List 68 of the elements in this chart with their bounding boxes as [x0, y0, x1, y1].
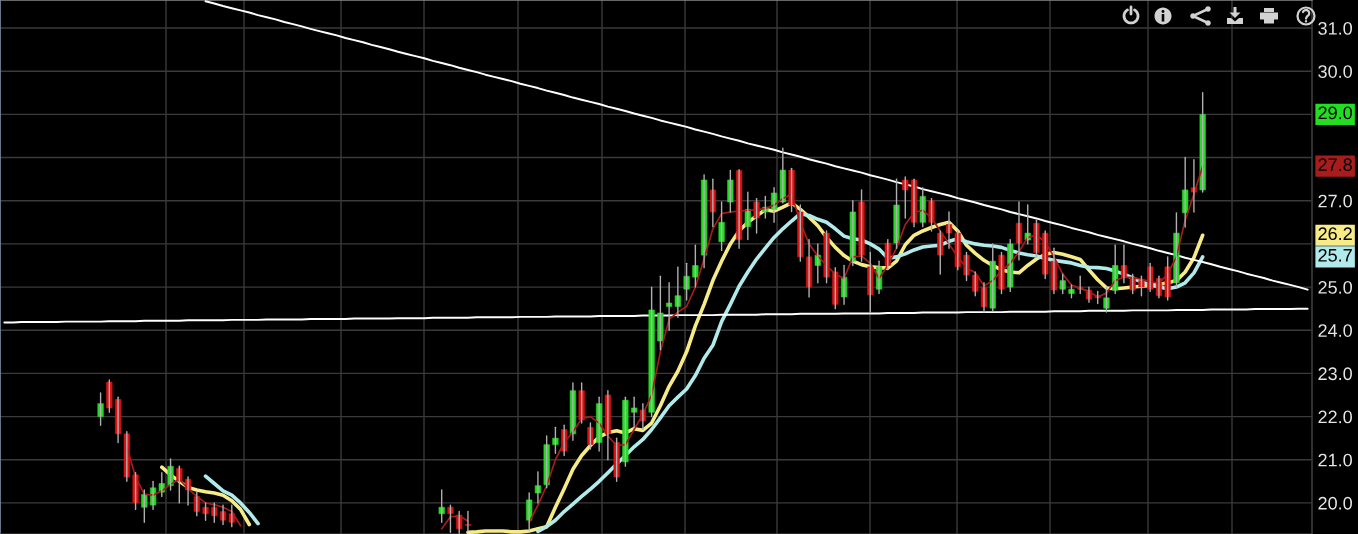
candlestick — [1059, 273, 1066, 295]
candlestick — [1007, 238, 1014, 293]
candlestick — [858, 189, 865, 262]
candlestick — [631, 396, 638, 429]
line-series — [204, 0, 1309, 291]
y-tick-label: 21.0 — [1318, 453, 1352, 467]
y-tick-label: 23.0 — [1318, 367, 1352, 381]
y-tick-label: 22.0 — [1318, 410, 1352, 424]
candlestick — [447, 504, 454, 533]
candlestick — [132, 472, 139, 511]
candlestick — [193, 491, 200, 517]
candlestick — [543, 435, 550, 489]
candlestick — [832, 266, 839, 310]
candlestick — [683, 262, 690, 301]
candlestick — [1103, 286, 1110, 313]
candlestick — [788, 167, 795, 213]
candlestick — [989, 243, 996, 312]
candlestick — [937, 230, 944, 275]
candlestick — [727, 169, 734, 213]
candlestick — [578, 382, 585, 424]
candlestick — [438, 489, 445, 524]
candlestick — [718, 201, 725, 252]
candlestick — [106, 379, 113, 413]
candlestick — [963, 251, 970, 282]
text: 27.8 — [1318, 158, 1352, 172]
candlestick — [902, 176, 909, 219]
candlestick — [1164, 256, 1171, 301]
y-tick-label: 30.0 — [1318, 65, 1352, 78]
candlestick — [928, 197, 935, 232]
candlestick — [823, 230, 830, 284]
candlestick — [849, 200, 856, 267]
candlestick — [1112, 244, 1119, 295]
y-tick-label: 31.0 — [1318, 21, 1352, 35]
candlestick — [998, 251, 1005, 295]
y-tick-label: 24.0 — [1318, 324, 1352, 337]
y-tick-label: 27.0 — [1318, 194, 1352, 208]
candlestick — [1033, 219, 1040, 258]
candlestick — [867, 251, 874, 313]
candlestick — [648, 286, 655, 418]
candlestick — [884, 238, 891, 271]
candlestick — [97, 392, 104, 426]
candlestick — [552, 426, 559, 454]
candlestick — [228, 504, 235, 528]
candlestick — [141, 489, 148, 524]
candlestick — [622, 396, 629, 467]
candlestick — [753, 197, 760, 234]
candlestick — [587, 422, 594, 450]
y-tick-label: 20.0 — [1318, 496, 1352, 510]
text: 29.0 — [1318, 106, 1352, 120]
candlestick — [954, 230, 961, 271]
candlestick — [893, 178, 900, 249]
candlestick — [797, 204, 804, 262]
candlestick — [1042, 230, 1049, 280]
candlestick — [613, 437, 620, 483]
candlestick — [167, 458, 174, 491]
candlestick — [692, 244, 699, 288]
y-tick-label: 25.0 — [1318, 281, 1352, 294]
candlestick — [657, 275, 664, 351]
candlestick — [1024, 204, 1031, 245]
text: 26.2 — [1318, 227, 1352, 241]
candlestick — [1199, 92, 1206, 193]
candlestick — [1138, 275, 1145, 297]
candlestick — [534, 471, 541, 504]
candlestick — [919, 187, 926, 228]
candlestick — [972, 271, 979, 297]
candlestick — [211, 502, 218, 524]
text: 25.7 — [1318, 248, 1352, 262]
candlestick — [1129, 273, 1136, 295]
